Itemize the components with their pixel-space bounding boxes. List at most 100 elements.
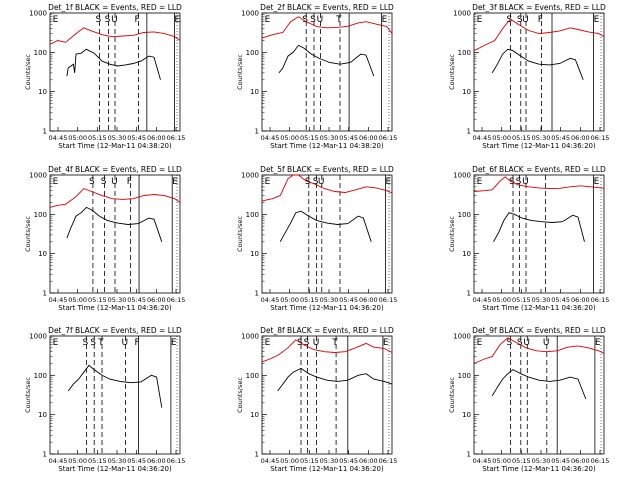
plot-frame	[261, 12, 393, 132]
chart-title: Det_1f BLACK = Events, RED = LLD	[48, 3, 182, 12]
x-tick-label: 05:00	[68, 457, 87, 465]
event-marker-letter: T	[335, 15, 342, 25]
x-tick-label: 04:45	[49, 134, 68, 142]
y-axis-label: Counts/sec	[236, 377, 244, 413]
event-marker-letter: U	[522, 177, 529, 187]
event-marker-letter: E	[594, 15, 600, 25]
series-line-lld	[49, 27, 181, 45]
event-marker-letter: U	[543, 338, 550, 348]
x-tick-label: 06:00	[571, 457, 590, 465]
x-tick-label: 05:45	[551, 296, 570, 304]
event-marker-letter: S	[313, 177, 319, 187]
x-tick-label: 05:15	[512, 134, 531, 142]
event-marker-letter: S	[89, 177, 95, 187]
x-tick-label: 05:30	[108, 457, 127, 465]
plot-frame	[261, 174, 393, 294]
event-marker-letter: S	[302, 15, 308, 25]
x-tick-label: 05:45	[551, 457, 570, 465]
x-tick-label: 05:15	[88, 457, 107, 465]
x-tick-label: 04:45	[261, 296, 280, 304]
chart-title: Det_4f BLACK = Events, RED = LLD	[48, 165, 182, 174]
y-axis-label: Counts/sec	[236, 216, 244, 252]
y-tick-label: 10	[38, 88, 47, 96]
event-marker-letter: S	[507, 338, 513, 348]
series-line-events	[66, 48, 161, 80]
x-tick-label: 06:00	[571, 296, 590, 304]
y-tick-label: 1000	[453, 333, 471, 341]
event-marker-letter: S	[304, 338, 310, 348]
event-marker-letter: S	[96, 15, 102, 25]
y-axis-label: Counts/sec	[24, 54, 32, 90]
event-marker-letter: E	[594, 177, 600, 187]
event-marker-letter: E	[53, 15, 59, 25]
x-tick-label: 05:00	[492, 134, 511, 142]
y-tick-label: 1000	[241, 333, 259, 341]
chart-title: Det_9f BLACK = Events, RED = LLD	[472, 326, 606, 335]
event-marker-letter: U	[318, 177, 325, 187]
event-marker-letter: U	[522, 15, 529, 25]
chart-panel-1: Det_1f BLACK = Events, RED = LLD 1 10 100 10…	[24, 3, 185, 150]
event-marker-letter: U	[111, 15, 118, 25]
event-marker-letter: U	[313, 338, 320, 348]
y-tick-label: 100	[246, 372, 259, 380]
y-tick-label: 1000	[29, 172, 47, 180]
series-line-lld	[261, 339, 393, 363]
event-marker-letter: T	[331, 338, 338, 348]
series-line-events	[66, 206, 163, 242]
event-marker-letter: F	[127, 177, 132, 187]
x-tick-label: 06:00	[571, 134, 590, 142]
event-marker-letter: F	[538, 15, 543, 25]
series-line-lld	[473, 337, 605, 364]
x-tick-label: 04:45	[49, 296, 68, 304]
x-axis-label: Start Time (12-Mar-11 04:36:20)	[58, 465, 172, 473]
y-tick-label: 1	[467, 290, 471, 298]
event-marker-letter: E	[171, 338, 177, 348]
x-tick-label: 05:15	[300, 134, 319, 142]
event-marker-letter: S	[517, 15, 523, 25]
y-tick-label: 1000	[29, 333, 47, 341]
x-tick-label: 04:45	[49, 457, 68, 465]
x-tick-label: 05:15	[88, 134, 107, 142]
y-tick-label: 10	[462, 88, 471, 96]
x-tick-label: 04:45	[261, 457, 280, 465]
event-marker-letter: S	[101, 177, 107, 187]
x-tick-label: 06:15	[167, 457, 186, 465]
x-tick-label: 06:15	[379, 296, 398, 304]
chart-title: Det_7f BLACK = Events, RED = LLD	[48, 326, 182, 335]
chart-panel-5: Det_5f BLACK = Events, RED = LLD 1 10 100 10…	[236, 165, 397, 312]
event-marker-letter: F	[135, 338, 140, 348]
y-tick-label: 100	[458, 372, 471, 380]
x-tick-label: 04:45	[261, 134, 280, 142]
x-tick-label: 06:15	[167, 134, 186, 142]
chart-title: Det_8f BLACK = Events, RED = LLD	[260, 326, 394, 335]
x-tick-label: 04:45	[473, 457, 492, 465]
series-line-events	[491, 48, 584, 80]
x-tick-label: 05:15	[300, 457, 319, 465]
x-tick-label: 05:45	[339, 296, 358, 304]
y-axis-label: Counts/sec	[448, 377, 456, 413]
y-axis-label: Counts/sec	[24, 377, 32, 413]
x-tick-label: 05:15	[512, 296, 531, 304]
event-marker-letter: E	[265, 15, 271, 25]
chart-panel-9: Det_9f BLACK = Events, RED = LLD 1 10 100 10…	[448, 326, 609, 473]
chart-panel-4: Det_4f BLACK = Events, RED = LLD 1 10 100 10…	[24, 165, 185, 312]
y-tick-label: 1000	[241, 10, 259, 18]
event-marker-letter: E	[53, 177, 59, 187]
x-tick-label: 06:15	[591, 134, 610, 142]
event-marker-letter: E	[477, 15, 483, 25]
x-tick-label: 05:45	[127, 457, 146, 465]
series-line-lld	[261, 174, 393, 202]
y-tick-label: 100	[34, 211, 47, 219]
chart-panel-2: Det_2f BLACK = Events, RED = LLD 1 10 100 10…	[236, 3, 397, 150]
chart-title: Det_3f BLACK = Events, RED = LLD	[472, 3, 606, 12]
y-axis-label: Counts/sec	[448, 54, 456, 90]
x-tick-label: 06:00	[147, 296, 166, 304]
series-line-lld	[473, 18, 605, 52]
event-marker-letter: U	[317, 15, 324, 25]
y-tick-label: 100	[34, 49, 47, 57]
x-tick-label: 06:00	[359, 296, 378, 304]
y-tick-label: 1	[467, 128, 471, 136]
x-tick-label: 06:00	[359, 134, 378, 142]
y-tick-label: 1000	[453, 10, 471, 18]
